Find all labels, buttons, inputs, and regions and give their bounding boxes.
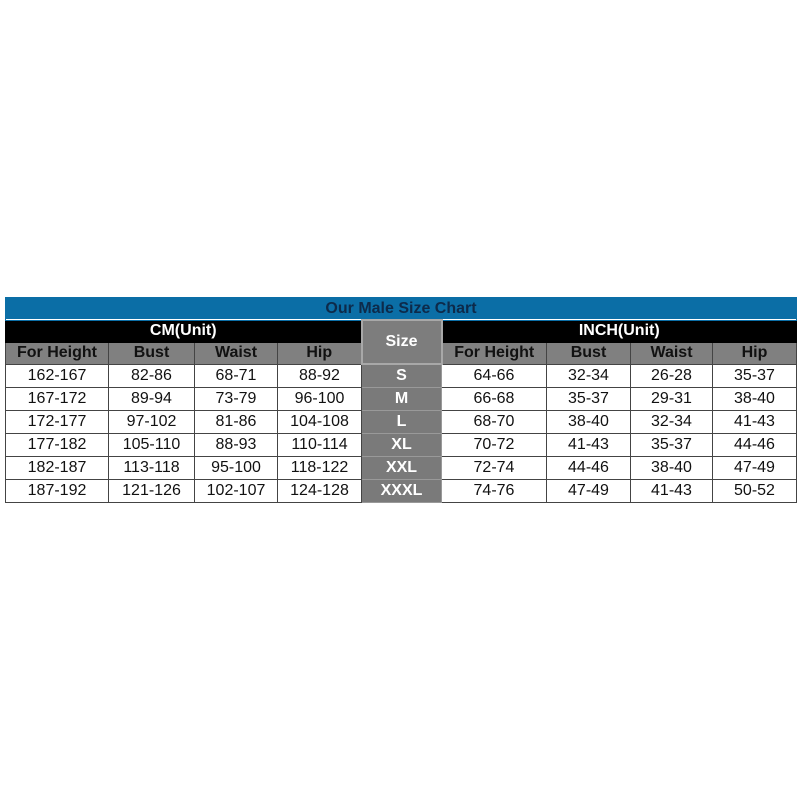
inch-bust-cell: 35-37 [546,387,631,411]
inch-bust-cell: 44-46 [546,456,631,480]
inch-hip-cell: 41-43 [712,410,797,434]
cm-waist-cell: 88-93 [194,433,278,457]
size-cell: L [361,410,442,434]
table-row: 187-192 121-126 102-107 124-128 XXXL 74-76 47-… [5,479,797,503]
inch-height-cell: 68-70 [441,410,547,434]
cm-waist-cell: 68-71 [194,363,278,388]
table-row: 172-177 97-102 81-86 104-108 L 68-70 38-40 32-3… [5,410,797,434]
table-row: 177-182 105-110 88-93 110-114 XL 70-72 41-43 35… [5,433,797,457]
inch-bust-cell: 38-40 [546,410,631,434]
inch-height-cell: 64-66 [441,363,547,388]
cm-height-cell: 187-192 [5,479,109,503]
inch-height-cell: 70-72 [441,433,547,457]
size-cell: M [361,387,442,411]
cm-bust-cell: 97-102 [108,410,195,434]
cm-waist-cell: 81-86 [194,410,278,434]
inch-height-cell: 74-76 [441,479,547,503]
cm-bust-cell: 105-110 [108,433,195,457]
size-cell: XL [361,433,442,457]
inch-hip-cell: 35-37 [712,363,797,388]
size-chart-table: Our Male Size Chart CM(Unit) Size INCH(U… [5,297,797,503]
size-cell: XXL [361,456,442,480]
cm-hip-cell: 96-100 [277,387,362,411]
chart-title: Our Male Size Chart [5,297,797,321]
inch-waist-header: Waist [630,341,713,365]
cm-waist-cell: 73-79 [194,387,278,411]
inch-height-cell: 72-74 [441,456,547,480]
inch-bust-header: Bust [546,341,631,365]
inch-waist-cell: 26-28 [630,363,713,388]
inch-height-header: For Height [441,341,547,365]
cm-bust-cell: 89-94 [108,387,195,411]
size-cell: S [361,363,442,388]
inch-bust-cell: 32-34 [546,363,631,388]
table-row: 162-167 82-86 68-71 88-92 S 64-66 32-34 26-28 35… [5,363,797,388]
inch-waist-cell: 29-31 [630,387,713,411]
inch-hip-cell: 50-52 [712,479,797,503]
cm-bust-cell: 113-118 [108,456,195,480]
cm-waist-header: Waist [194,341,278,365]
cm-height-cell: 167-172 [5,387,109,411]
inch-waist-cell: 35-37 [630,433,713,457]
size-header: Size [360,319,443,365]
size-cell: XXXL [361,479,442,503]
cm-waist-cell: 102-107 [194,479,278,503]
cm-waist-cell: 95-100 [194,456,278,480]
cm-height-cell: 162-167 [5,363,109,388]
inch-unit-header: INCH(Unit) [441,319,797,343]
cm-hip-cell: 104-108 [277,410,362,434]
cm-bust-header: Bust [108,341,195,365]
inch-hip-cell: 44-46 [712,433,797,457]
inch-waist-cell: 38-40 [630,456,713,480]
inch-waist-cell: 41-43 [630,479,713,503]
cm-height-cell: 172-177 [5,410,109,434]
cm-hip-cell: 110-114 [277,433,362,457]
inch-hip-header: Hip [712,341,797,365]
cm-height-cell: 182-187 [5,456,109,480]
inch-bust-cell: 47-49 [546,479,631,503]
cm-bust-cell: 121-126 [108,479,195,503]
cm-hip-cell: 124-128 [277,479,362,503]
inch-hip-cell: 38-40 [712,387,797,411]
inch-height-cell: 66-68 [441,387,547,411]
table-row: 167-172 89-94 73-79 96-100 M 66-68 35-37 29-31 3… [5,387,797,411]
inch-waist-cell: 32-34 [630,410,713,434]
cm-height-cell: 177-182 [5,433,109,457]
cm-height-header: For Height [5,341,109,365]
inch-bust-cell: 41-43 [546,433,631,457]
cm-unit-header: CM(Unit) [5,319,362,343]
inch-hip-cell: 47-49 [712,456,797,480]
table-row: 182-187 113-118 95-100 118-122 XXL 72-74 44-46… [5,456,797,480]
cm-hip-cell: 88-92 [277,363,362,388]
cm-bust-cell: 82-86 [108,363,195,388]
cm-hip-cell: 118-122 [277,456,362,480]
cm-hip-header: Hip [277,341,362,365]
